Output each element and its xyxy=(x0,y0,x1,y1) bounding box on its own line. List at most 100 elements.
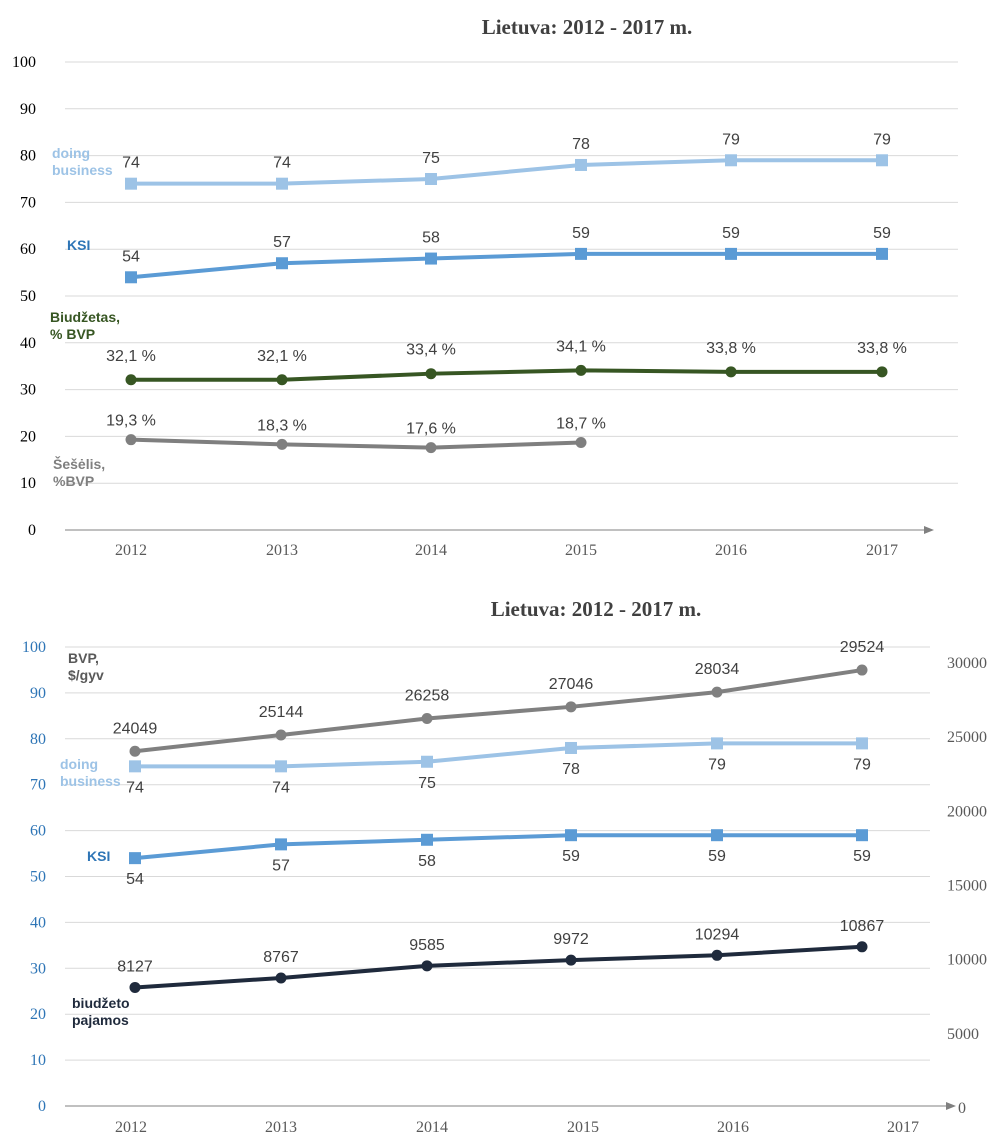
chart-2-series-biud-eto-pajamos-data-label: 9585 xyxy=(409,937,445,954)
chart-2-xtick-label: 2017 xyxy=(887,1119,919,1136)
chart-2-ytick-label: 90 xyxy=(30,685,46,702)
chart-1-series-doing-business-point xyxy=(276,177,288,190)
chart-2-series-ksi-point xyxy=(565,829,577,842)
chart-1-series-e-lis-bvp-data-label: 18,7 % xyxy=(556,415,606,432)
chart-2-series-bvp-gyv-point xyxy=(421,713,433,725)
chart-2-series-biud-eto-pajamos-data-label: 10294 xyxy=(695,926,740,943)
chart-2-x-axis-arrow xyxy=(946,1102,956,1110)
chart-1-series-ksi-data-label: 59 xyxy=(873,225,891,242)
chart-2-xtick-label: 2012 xyxy=(115,1119,147,1136)
chart-1-series-doing-business-point xyxy=(125,177,137,190)
chart-2-series-doing-business-data-label: 79 xyxy=(853,756,871,773)
chart-1-xtick-label: 2016 xyxy=(715,542,747,559)
chart-2-y-axis-right: 0 5000 10000 15000 20000 25000 30000 xyxy=(947,655,987,1117)
chart-2-series-biud-eto-pajamos-data-label: 8127 xyxy=(117,958,153,975)
chart-2-xtick-label: 2016 xyxy=(717,1119,749,1136)
chart-1-ytick-label: 100 xyxy=(12,54,36,71)
chart-1-series-biud-etas-bvp-name-label: % BVP xyxy=(50,326,95,342)
chart-1-xtick-label: 2012 xyxy=(115,542,147,559)
chart-1-series-ksi-point xyxy=(876,247,888,260)
chart-2-ytick-label: 0 xyxy=(38,1098,46,1115)
chart-2-series-ksi-data-label: 57 xyxy=(272,857,290,874)
chart-1-series-e-lis-bvp-point xyxy=(276,438,288,450)
chart-2-series-biud-eto-pajamos-point xyxy=(856,941,868,953)
chart-1-series-e-lis-bvp-name-label: Šešėlis, xyxy=(53,455,105,472)
chart-1-ytick-label: 30 xyxy=(20,382,36,399)
chart-1-series-ksi-point xyxy=(575,247,587,260)
chart-1-series-ksi-name-label: KSI xyxy=(67,237,90,253)
chart-1-series-doing-business-point xyxy=(876,154,888,167)
chart-2-series-ksi-point xyxy=(421,833,433,846)
chart-1-series-doing-business-point xyxy=(425,173,437,185)
chart-1-series-ksi-line xyxy=(130,251,882,280)
chart-2-ytick-label: 50 xyxy=(30,869,46,886)
chart-1-series-e-lis-bvp-point xyxy=(425,442,437,454)
chart-1-series-biud-etas-bvp-line xyxy=(131,368,882,382)
chart-1-series-e-lis-bvp: 19,3 % 18,3 % 17,6 % 18,7 % Šešėlis,%BVP xyxy=(53,413,606,489)
chart-2-series-doing-business-data-label: 74 xyxy=(272,779,290,796)
chart-2-xtick-label: 2015 xyxy=(567,1119,599,1136)
chart-2-series-biud-eto-pajamos-data-label: 8767 xyxy=(263,949,299,966)
chart-1-series-ksi-data-label: 59 xyxy=(572,225,590,242)
chart-2-ytick-label: 100 xyxy=(22,639,46,656)
chart-2-series-ksi-point xyxy=(129,852,141,865)
chart-2-series-ksi-data-label: 59 xyxy=(708,848,726,865)
chart-1-series-ksi-point xyxy=(125,271,137,284)
chart-2-series-doing-business-line xyxy=(135,741,862,769)
chart-1-ytick-label: 20 xyxy=(20,428,36,445)
chart-1-ytick-label: 40 xyxy=(20,335,36,352)
chart-1-series-ksi-data-label: 58 xyxy=(422,230,440,247)
chart-1-x-axis-arrow xyxy=(924,526,934,534)
chart-2-series-ksi-data-label: 59 xyxy=(853,848,871,865)
chart-1-series-e-lis-bvp-point xyxy=(125,434,137,446)
chart-1-series-biud-etas-bvp-data-label: 32,1 % xyxy=(106,348,156,365)
chart-2-xtick-label: 2013 xyxy=(265,1119,297,1136)
chart-1-series-ksi: 54 57 58 59 59 59 KSI xyxy=(67,225,891,284)
chart-2-series-bvp-gyv-point xyxy=(129,745,141,757)
chart-1-series-ksi-point xyxy=(725,247,737,260)
chart-1-series-doing-business-name-label: doing xyxy=(52,145,90,161)
chart-2-ytick-label: 20 xyxy=(30,1006,46,1023)
chart-1-series-ksi-data-label: 57 xyxy=(273,234,291,251)
chart-1-y-axis: 0 10 20 30 40 50 60 70 80 90 100 xyxy=(12,54,36,539)
chart-2-series-biud-eto-pajamos: 8127 8767 9585 9972 10294 10867 biudžetopajamo… xyxy=(72,918,884,1028)
chart-1-series-biud-etas-bvp-data-label: 33,8 % xyxy=(857,340,907,357)
chart-2-series-doing-business-name-label: business xyxy=(60,773,121,789)
chart-2-y2tick-label: 0 xyxy=(958,1100,966,1117)
chart-1-xtick-label: 2015 xyxy=(565,542,597,559)
chart-2-y2tick-label: 20000 xyxy=(947,803,987,820)
chart-2-series-ksi-point xyxy=(275,838,287,851)
chart-1-series-doing-business-line xyxy=(131,158,882,186)
chart-2-gridlines xyxy=(65,646,930,1061)
chart-2-series-ksi: 54 57 58 59 59 59 KSI xyxy=(87,829,871,888)
chart-2-series-doing-business-data-label: 74 xyxy=(126,779,144,796)
chart-2-series-biud-eto-pajamos-point xyxy=(711,949,723,961)
chart-2-series-bvp-gyv-data-label: 25144 xyxy=(259,704,304,721)
chart-2-series-doing-business-point xyxy=(856,737,868,750)
chart-1-xtick-label: 2013 xyxy=(266,542,298,559)
chart-2-series-ksi-data-label: 59 xyxy=(562,848,580,865)
chart-2-ytick-label: 10 xyxy=(30,1052,46,1069)
chart-2-series-bvp-gyv-data-label: 24049 xyxy=(113,720,158,737)
chart-1-series-e-lis-bvp-data-label: 19,3 % xyxy=(106,413,156,430)
chart-1-series-biud-etas-bvp-point xyxy=(575,364,587,376)
chart-1-series-biud-etas-bvp-point xyxy=(276,374,288,386)
chart-1-series-biud-etas-bvp-data-label: 33,8 % xyxy=(706,340,756,357)
chart-2-series-biud-eto-pajamos-name-label: biudžeto xyxy=(72,995,130,1011)
chart-1-series-biud-etas-bvp-point xyxy=(725,366,737,378)
chart-1-series-ksi-point xyxy=(425,252,437,265)
chart-1-gridlines xyxy=(65,61,958,484)
chart-1: Lietuva: 2012 - 2017 m. 0 10 20 30 40 50 60 70 8… xyxy=(12,15,958,559)
chart-2-series-ksi-point xyxy=(711,829,723,842)
chart-2-series-doing-business-point xyxy=(129,760,141,773)
chart-2-series-ksi-line xyxy=(134,833,862,861)
chart-2-series-biud-eto-pajamos-line xyxy=(134,944,863,990)
chart-2-ytick-label: 80 xyxy=(30,731,46,748)
chart-2-series-bvp-gyv-point xyxy=(275,729,287,741)
chart-1-xtick-label: 2014 xyxy=(415,542,447,559)
chart-1-series-doing-business-point xyxy=(725,154,737,167)
chart-1-series-doing-business-data-label: 79 xyxy=(722,131,740,148)
